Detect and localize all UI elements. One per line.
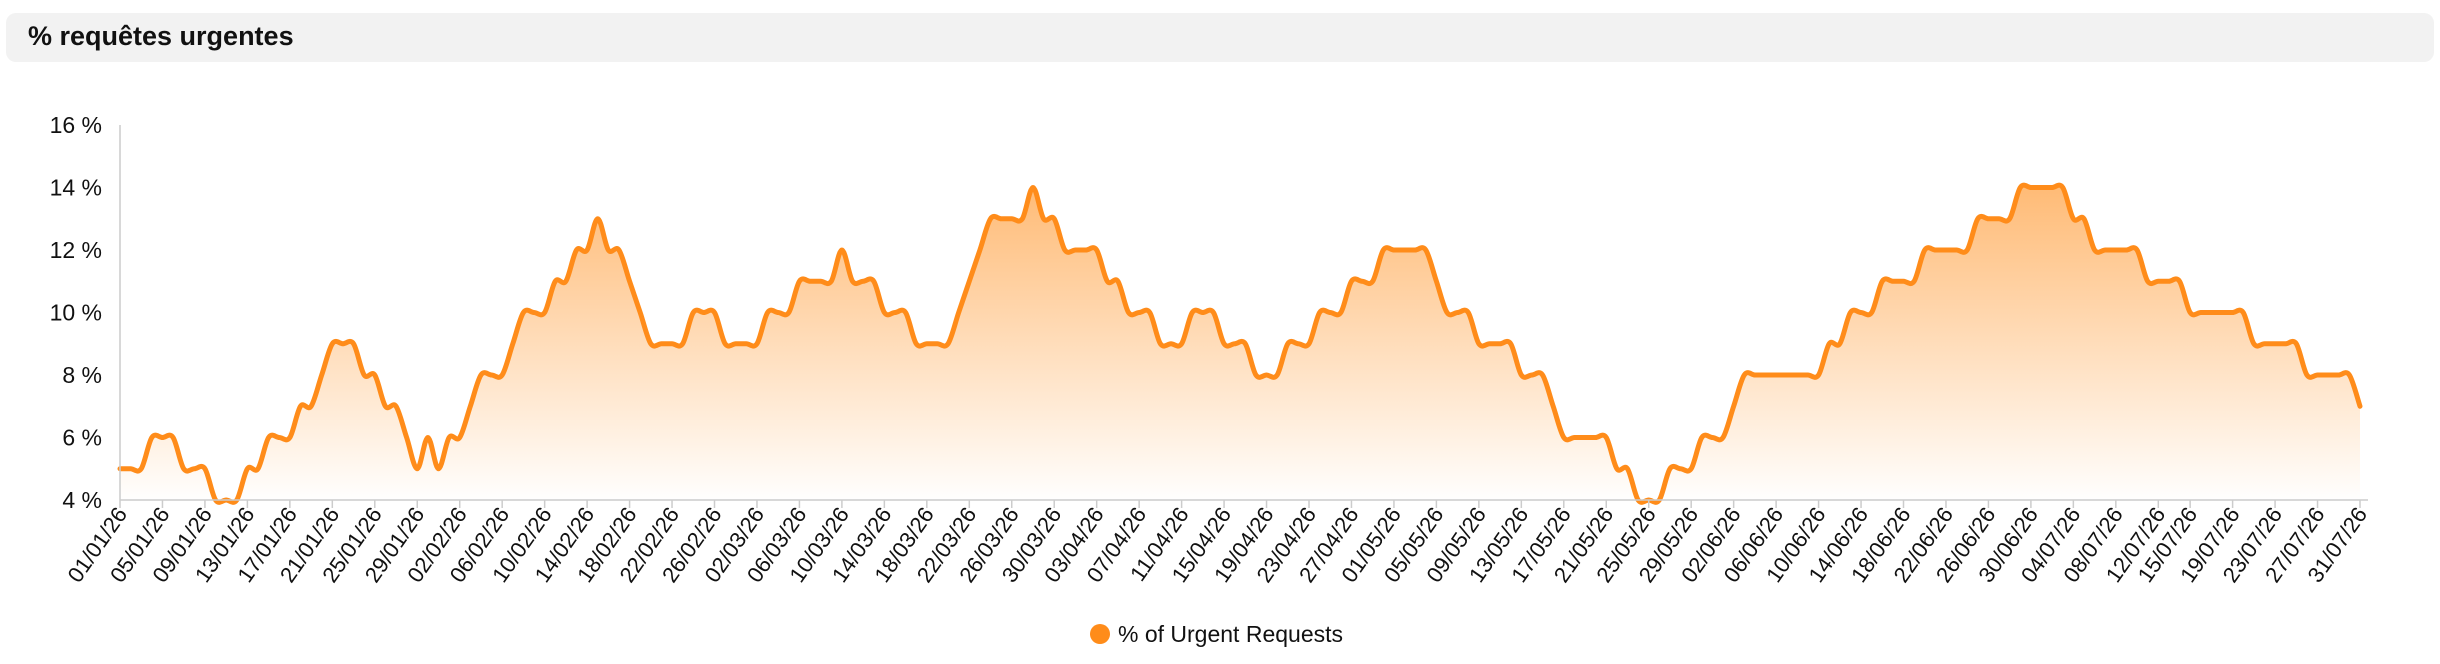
y-tick-label: 10 % [50,300,102,326]
y-tick-label: 12 % [50,237,102,263]
legend-marker [1090,624,1110,644]
y-tick-label: 16 % [50,112,102,138]
y-tick-label: 14 % [50,175,102,201]
y-tick-label: 4 % [62,487,102,513]
legend: % of Urgent Requests [1090,621,1343,647]
page-title: % requêtes urgentes [28,21,294,51]
series-line [117,182,2363,505]
chart-header: % requêtes urgentes [6,13,2434,62]
y-tick-label: 8 % [62,362,102,388]
legend-label: % of Urgent Requests [1118,621,1343,647]
y-tick-label: 6 % [62,425,102,451]
